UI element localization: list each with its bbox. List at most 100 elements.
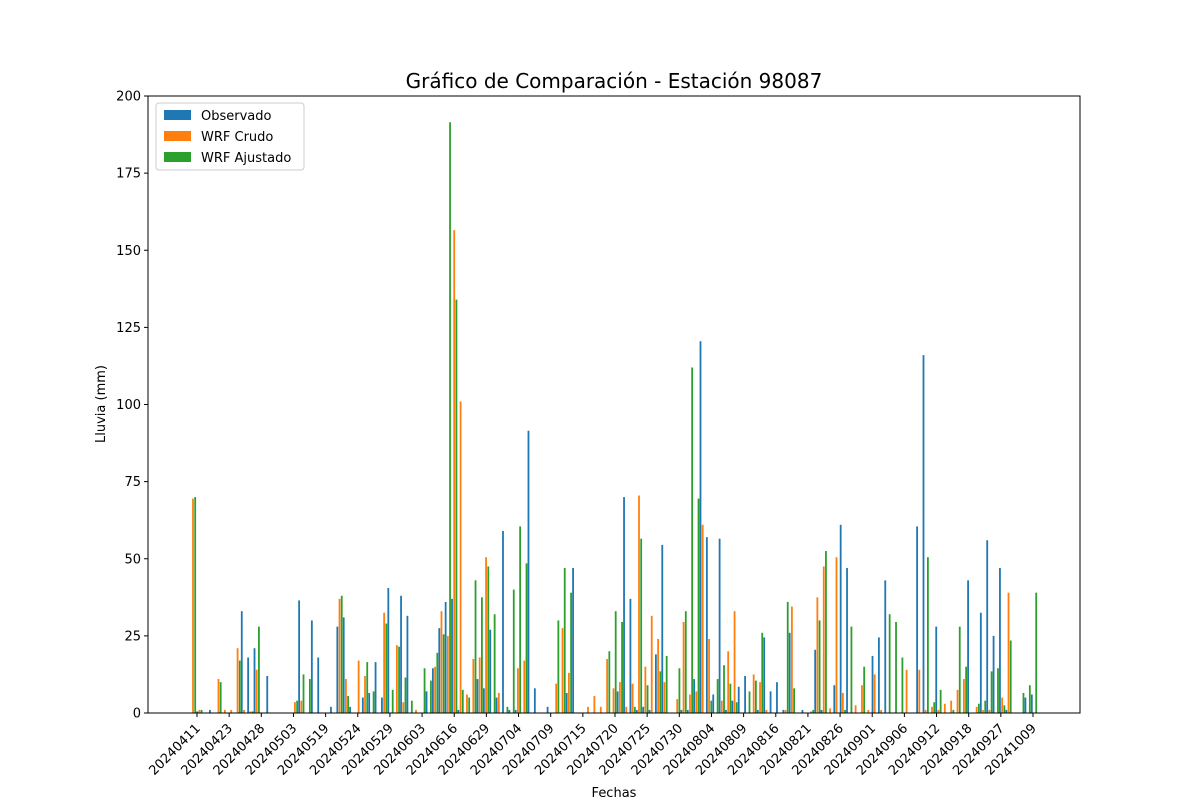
x-axis-label: Fechas [592,786,637,800]
bar [572,568,574,713]
bar [340,595,343,713]
bar [769,691,772,713]
bar [943,703,946,713]
bar [308,679,311,713]
legend-swatch [164,152,191,162]
bar [368,692,371,713]
bar [434,666,437,713]
bar [727,651,730,713]
bar [415,709,417,713]
bar [608,651,611,713]
legend-label: Observado [201,109,272,124]
bar [699,341,702,713]
bar [506,706,509,713]
bar [950,700,953,713]
bar [895,621,897,713]
bar [223,709,226,713]
bar [682,621,685,713]
y-tick-label: 100 [116,398,141,413]
bar [924,709,927,713]
bar [493,614,496,713]
bar [478,657,481,713]
bar [338,598,341,713]
plot-area [192,122,1038,713]
bar [395,645,398,713]
bar [861,685,863,713]
bar [782,709,785,713]
bar [372,691,375,713]
bar [374,662,377,713]
bar [990,671,993,713]
bar [999,568,1001,713]
bar [689,694,691,713]
bar [763,637,766,713]
bar [361,697,364,713]
bar [194,497,197,713]
bar [1028,685,1031,713]
bar [444,601,447,713]
series-0 [196,341,1033,713]
bar [648,709,651,713]
bar [822,566,825,713]
bar [939,689,942,713]
bar [977,703,980,713]
bar [871,655,874,713]
bar [387,588,390,713]
bar [633,706,636,713]
bar [243,709,245,713]
bar [555,683,558,713]
bar [918,669,921,713]
bar [366,662,369,713]
bar [708,638,710,713]
bar [482,688,485,713]
bar [695,691,698,713]
bar [793,688,795,713]
bar [712,694,715,713]
bar [402,702,405,713]
bar [684,611,687,713]
bar [489,629,492,713]
bar [710,700,713,713]
bar [502,530,504,713]
bar [635,709,638,713]
bar [884,580,887,713]
bar [657,638,659,713]
bar [209,709,211,713]
bar [640,538,643,713]
bar [310,620,313,713]
bar [446,635,449,713]
bar [485,557,487,713]
bar [841,692,844,713]
bar [258,626,260,713]
bar [744,675,746,713]
bar [533,688,536,713]
bar [839,524,842,713]
bar [965,666,968,713]
bar [665,655,668,713]
legend-label: WRF Crudo [201,130,273,145]
bar [644,666,647,713]
bar [642,706,645,713]
bar [436,652,439,713]
bar [196,711,199,713]
bar [294,702,296,713]
bar [720,700,723,713]
bar [733,611,736,713]
bar [391,689,394,713]
bar [495,697,498,713]
bar [317,657,320,713]
bar [786,601,789,713]
bar [812,709,815,713]
bar [517,668,519,713]
bar [430,680,432,713]
bar [487,566,490,713]
bar [236,648,239,713]
bar [818,620,821,713]
bar [255,669,258,713]
chart-title: Gráfico de Comparación - Estación 98087 [406,69,823,93]
bar [616,691,619,713]
bar [249,711,252,713]
bar [442,634,445,713]
y-tick-label: 25 [124,629,141,644]
bar [527,430,530,713]
